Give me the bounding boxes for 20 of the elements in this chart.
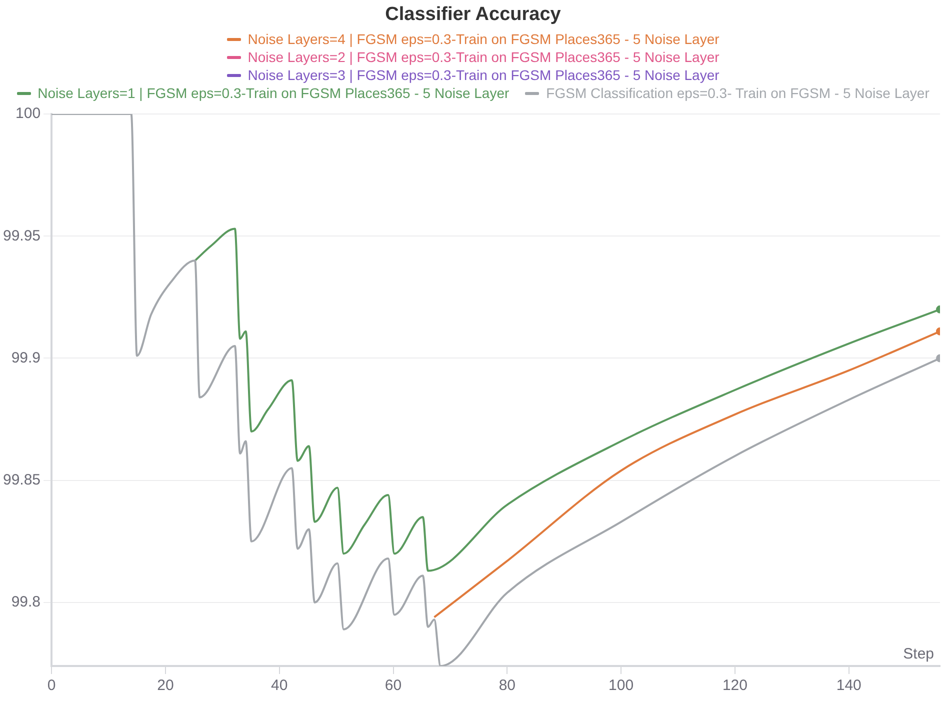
legend-label: Noise Layers=3 | FGSM eps=0.3-Train on FGSM Places365 - 5 Noise Layer	[248, 66, 720, 84]
x-tick-label: 80	[498, 677, 516, 694]
x-tick-label: 140	[836, 677, 862, 694]
x-tick-label: 100	[608, 677, 634, 694]
y-tick-label: 99.95	[2, 227, 41, 244]
x-tick-label: 120	[722, 677, 748, 694]
y-tick-label: 99.8	[11, 594, 41, 611]
legend-label: Noise Layers=1 | FGSM eps=0.3-Train on FGSM Places365 - 5 Noise Layer	[38, 84, 510, 102]
x-axis-title: Step	[903, 646, 934, 663]
x-tick-label: 20	[157, 677, 174, 694]
y-tick-label: 100	[16, 105, 41, 122]
y-tick-label: 99.85	[2, 472, 41, 489]
legend-label: Noise Layers=4 | FGSM eps=0.3-Train on FGSM Places365 - 5 Noise Layer	[248, 30, 720, 48]
x-tick-label: 0	[47, 677, 56, 694]
chart-title: Classifier Accuracy	[384, 4, 562, 27]
y-tick-label: 99.9	[11, 349, 41, 366]
legend-label: Noise Layers=2 | FGSM eps=0.3-Train on FGSM Places365 - 5 Noise Layer	[248, 48, 720, 66]
x-tick-label: 60	[384, 677, 402, 694]
x-tick-label: 40	[271, 677, 288, 694]
legend-label: FGSM Classification eps=0.3- Train on FGSM - 5 Noise Layer	[546, 84, 930, 102]
